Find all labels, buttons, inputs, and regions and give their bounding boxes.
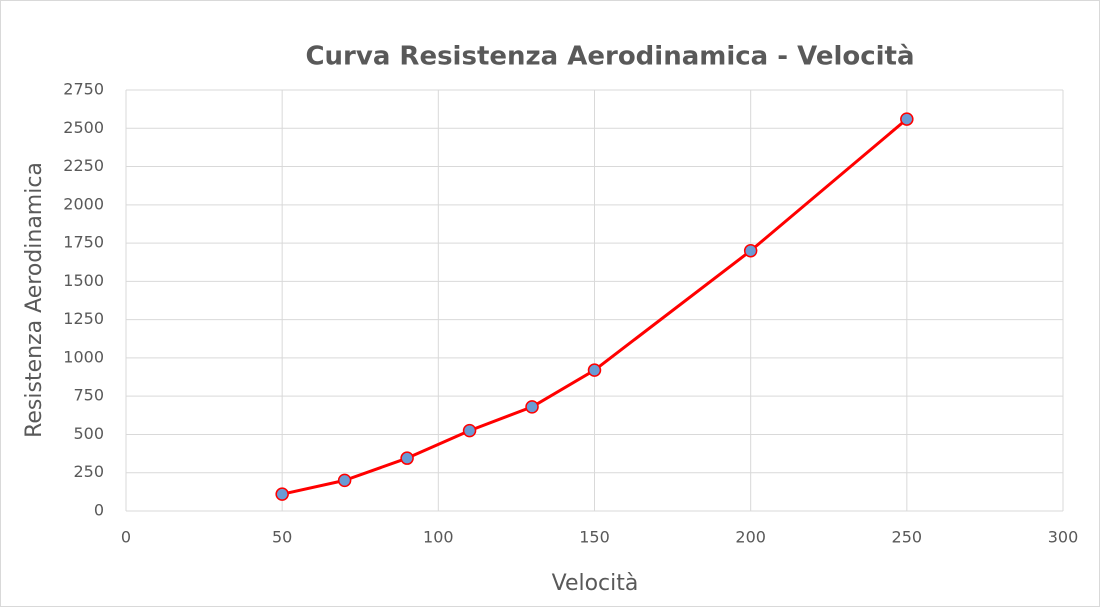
x-tick-label: 50 (272, 528, 292, 547)
y-tick-label: 0 (94, 501, 104, 520)
x-tick-label: 300 (1048, 528, 1079, 547)
y-tick-label: 250 (73, 462, 104, 481)
y-tick-label: 2000 (63, 194, 104, 213)
y-tick-label: 2250 (63, 156, 104, 175)
data-point (337, 473, 352, 488)
data-point (900, 112, 914, 126)
data-point (587, 363, 602, 377)
y-tick-label: 750 (73, 386, 104, 405)
y-tick-label: 500 (73, 424, 104, 443)
y-axis-label: Resistenza Aerodinamica (22, 162, 47, 438)
y-tick-label: 2750 (63, 80, 104, 99)
x-tick-label: 250 (892, 528, 923, 547)
y-tick-label: 2500 (63, 118, 104, 137)
x-tick-label: 150 (579, 528, 610, 547)
x-tick-label: 0 (121, 528, 131, 547)
series-line (281, 117, 908, 496)
data-point (275, 487, 289, 501)
chart-title: Curva Resistenza Aerodinamica - Velocità (305, 42, 914, 72)
x-axis-label: Velocità (552, 571, 639, 596)
x-tick-label: 100 (423, 528, 454, 547)
data-point (462, 423, 477, 438)
y-tick-label: 1250 (63, 309, 104, 328)
y-tick-label: 1750 (63, 233, 104, 252)
y-tick-label: 1500 (63, 271, 104, 290)
data-point (743, 243, 758, 258)
data-point (400, 451, 414, 465)
y-tick-label: 1000 (63, 347, 104, 366)
data-point (525, 400, 539, 414)
x-tick-label: 200 (735, 528, 766, 547)
